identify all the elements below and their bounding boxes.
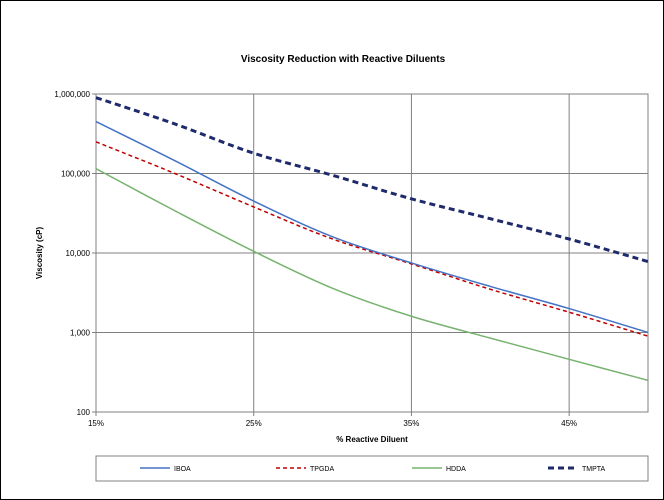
- legend-label-tmpta: TMPTA: [582, 466, 606, 473]
- x-tick-label: 45%: [561, 419, 577, 428]
- legend-label-hdda: HDDA: [446, 466, 466, 473]
- x-tick-label: 15%: [88, 419, 104, 428]
- grid: [96, 94, 648, 412]
- legend: [95, 455, 649, 482]
- y-tick-label: 10,000: [66, 249, 91, 258]
- legend-entries: IBOA TPGDA HDDA TMPTA: [140, 466, 606, 473]
- series-line-hdda: [95, 168, 649, 382]
- x-axis-label: % Reactive Diluent: [336, 435, 408, 444]
- y-axis-ticks: 100 1,000 10,000 100,000 1,000,000: [54, 90, 96, 417]
- chart-title: Viscosity Reduction with Reactive Diluen…: [241, 54, 446, 65]
- series-line-tpgda: [95, 141, 649, 337]
- legend-label-tpgda: TPGDA: [310, 466, 334, 473]
- y-tick-label: 100,000: [61, 170, 90, 179]
- x-axis-ticks: 15% 25% 35% 45%: [88, 412, 577, 428]
- y-axis-label: Viscosity (cP): [35, 227, 44, 280]
- y-tick-label: 100: [77, 408, 91, 417]
- y-tick-label: 1,000,000: [54, 90, 90, 99]
- series-line-iboa: [95, 120, 649, 334]
- series-group: [95, 96, 649, 382]
- y-tick-label: 1,000: [70, 329, 91, 338]
- series-line-tmpta: [95, 96, 649, 264]
- legend-label-iboa: IBOA: [174, 466, 191, 473]
- x-tick-label: 35%: [403, 419, 419, 428]
- x-tick-label: 25%: [246, 419, 262, 428]
